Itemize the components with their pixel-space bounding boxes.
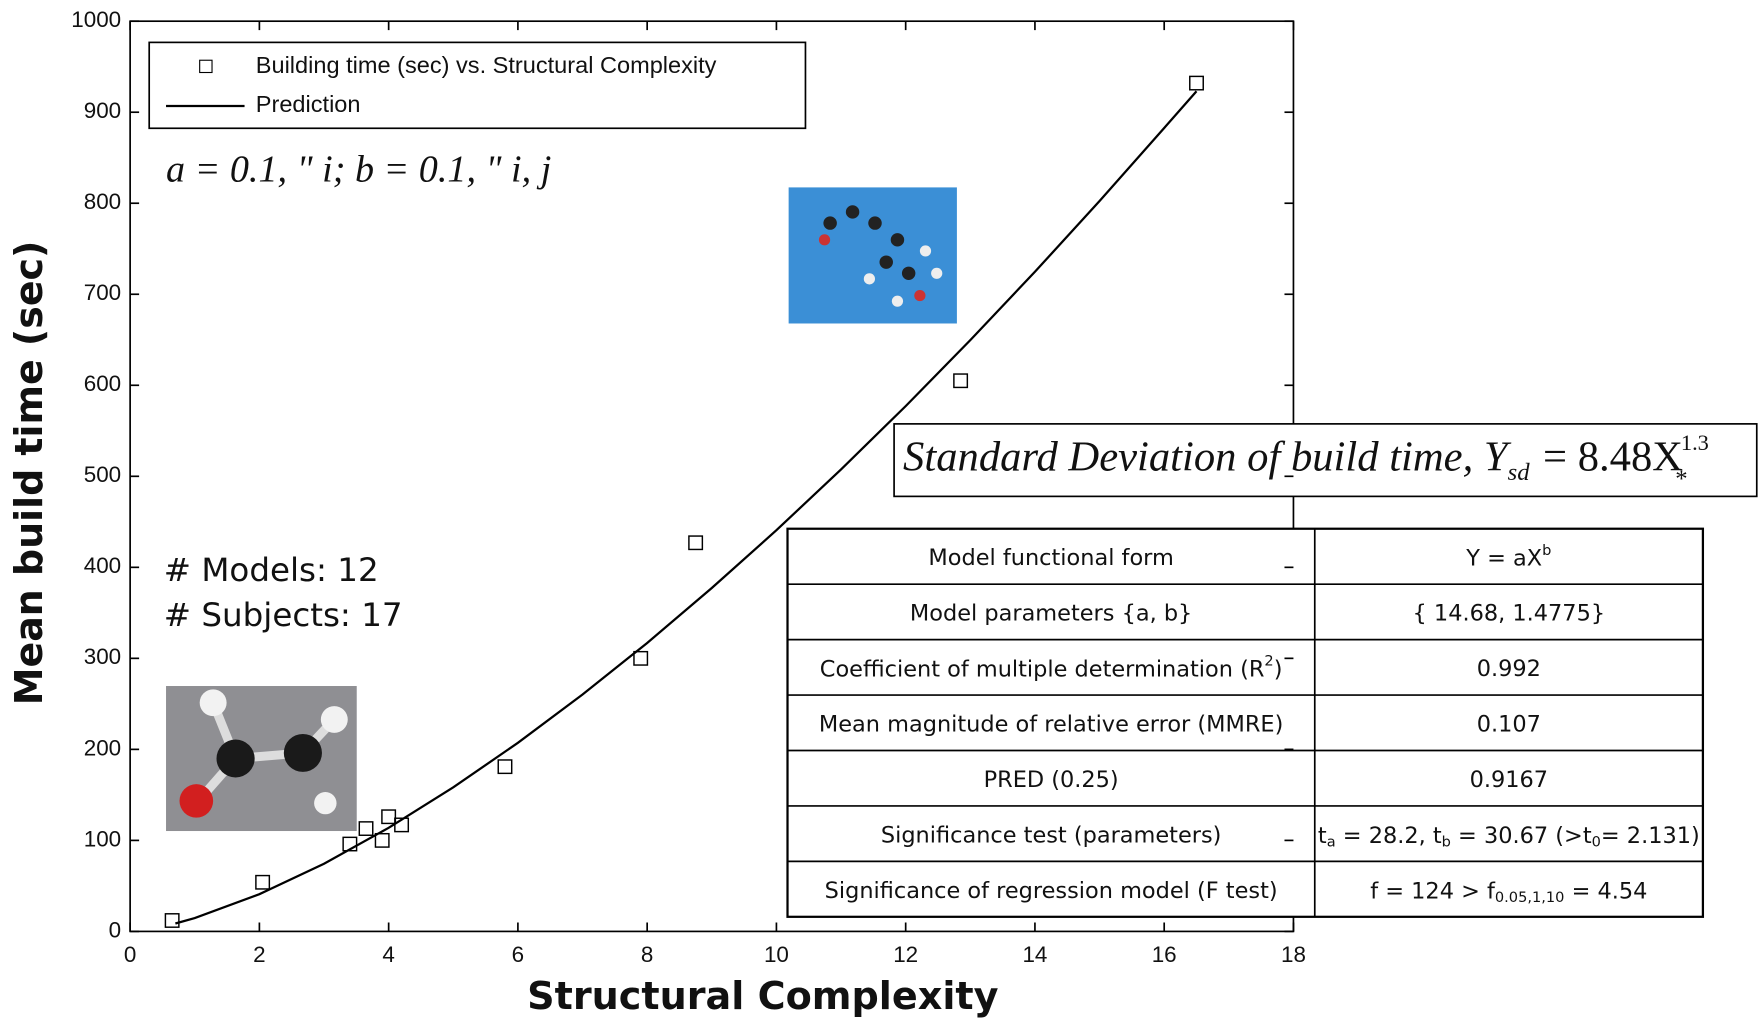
y-tick-label: 500 [84, 462, 121, 487]
x-tick-label: 6 [512, 942, 524, 967]
x-tick-label: 8 [641, 942, 653, 967]
legend-entry: Prediction [256, 91, 361, 117]
table-cell: Mean magnitude of relative error (MMRE) [819, 712, 1283, 738]
x-tick-label: 4 [382, 942, 394, 967]
table-cell: Coefficient of multiple determination (R… [820, 654, 1283, 682]
x-tick-label: 2 [253, 942, 265, 967]
cell-sub: a [1327, 835, 1336, 851]
cell-text: f = 124 > f [1370, 878, 1496, 904]
cell-text: Y = aX [1465, 545, 1542, 571]
x-tick-label: 14 [1022, 942, 1047, 967]
models-note: # Models: 12 [164, 551, 379, 589]
cell-text: = 4.54 [1564, 878, 1647, 904]
table-cell: Significance test (parameters) [881, 822, 1222, 848]
cell-text: = 2.131) [1601, 822, 1700, 848]
table-cell: { 14.68, 1.4775} [1413, 601, 1606, 627]
x-tick-label: 12 [893, 942, 918, 967]
x-axis-label: Structural Complexity [527, 974, 999, 1018]
parameter-note: a = 0.1, " i; b = 0.1, " i, j [166, 149, 551, 191]
cell-sub: 0 [1592, 835, 1601, 851]
cell-sup: b [1542, 543, 1551, 559]
x-tick-label: 18 [1281, 942, 1306, 967]
formula-subscript: sd [1508, 459, 1531, 486]
legend-entry: Building time (sec) vs. Structural Compl… [256, 52, 717, 78]
y-axis-label: Mean build time (sec) [7, 241, 51, 706]
cell-sub: 0.05,1,10 [1495, 890, 1565, 906]
table-cell: ta = 28.2, tb = 30.67 (>t0= 2.131) [1318, 822, 1700, 850]
table-cell: Y = aXb [1465, 543, 1551, 571]
cell-text: ) [1274, 656, 1283, 682]
x-tick-label: 16 [1152, 942, 1177, 967]
formula-superscript: 1.3 [1681, 430, 1709, 455]
cell-text: Coefficient of multiple determination (R [820, 656, 1265, 682]
y-tick-label: 0 [109, 917, 121, 942]
table-cell: Model parameters {a, b} [910, 601, 1192, 627]
table-cell: 0.992 [1477, 656, 1541, 682]
cell-text: = 28.2, t [1336, 822, 1442, 848]
molecule-photo-large [789, 187, 957, 323]
y-tick-label: 200 [84, 735, 121, 760]
molecule-photo-small [166, 686, 357, 831]
cell-text: t [1318, 822, 1327, 848]
y-tick-label: 800 [84, 189, 121, 214]
y-tick-label: 400 [84, 553, 121, 578]
table-cell: Significance of regression model (F test… [825, 878, 1278, 904]
formula-text: Standard Deviation of build time, Y [903, 434, 1512, 481]
x-tick-label: 0 [124, 942, 136, 967]
y-tick-label: 700 [84, 280, 121, 305]
table-cell: PRED (0.25) [984, 767, 1119, 793]
cell-sub: b [1442, 835, 1451, 851]
subjects-note: # Subjects: 17 [164, 596, 403, 634]
table-cell: Model functional form [928, 545, 1173, 571]
y-tick-label: 1000 [71, 7, 121, 32]
y-tick-label: 900 [84, 98, 121, 123]
table-cell: 0.9167 [1470, 767, 1548, 793]
cell-text: = 30.67 (>t [1451, 822, 1592, 848]
y-tick-label: 300 [84, 644, 121, 669]
y-tick-label: 100 [84, 826, 121, 851]
y-tick-label: 600 [84, 371, 121, 396]
table-cell: 0.107 [1477, 712, 1541, 738]
x-tick-label: 10 [764, 942, 789, 967]
chart: Building time (sec) vs. Structural Compl… [0, 0, 1759, 1024]
formula-subscript: * [1675, 465, 1687, 492]
formula-text: = 8.48X [1543, 434, 1683, 481]
cell-sup: 2 [1264, 654, 1273, 670]
